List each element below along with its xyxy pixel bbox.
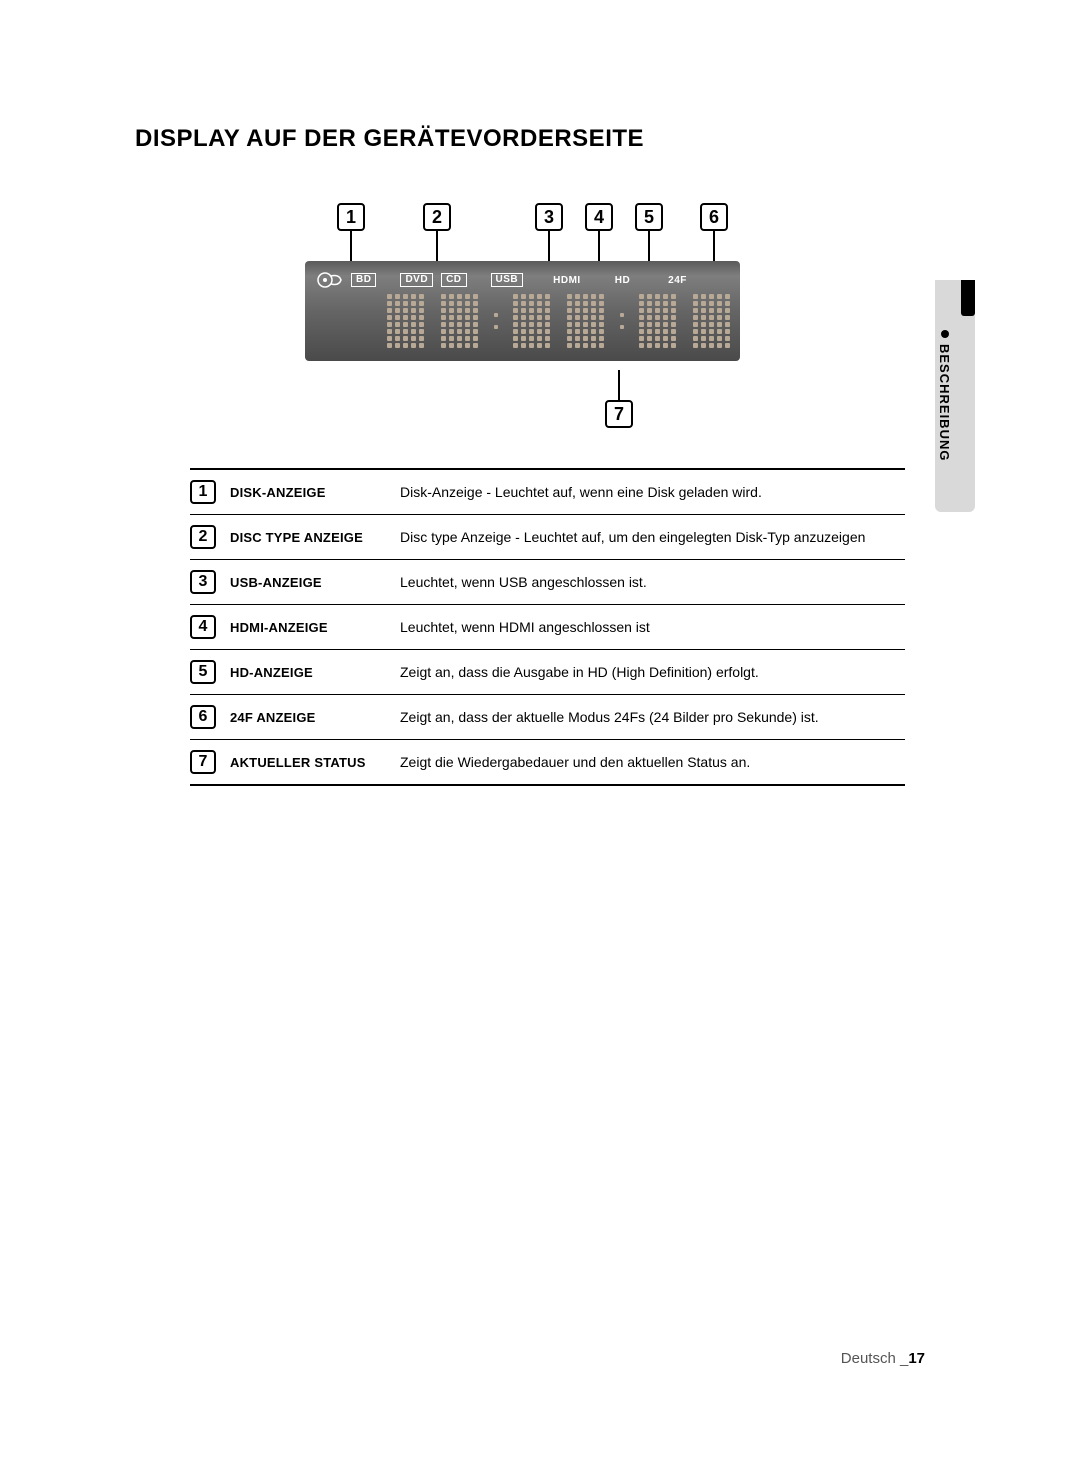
24f-label: 24F: [668, 275, 687, 286]
front-display-diagram: 1 2 345 6 BD DVD CD USB HDMI: [305, 203, 745, 428]
row-number: 4: [190, 615, 216, 639]
row-number: 3: [190, 570, 216, 594]
hd-label: HD: [615, 275, 630, 286]
table-row: 1 DISK-ANZEIGEDisk-Anzeige - Leuchtet auf…: [190, 470, 905, 515]
row-number: 7: [190, 750, 216, 774]
callout-5: 5: [635, 203, 663, 261]
page-title: DISPLAY AUF DER GERÄTEVORDERSEITE: [135, 125, 905, 153]
seven-segment-row: [385, 293, 733, 349]
row-description: Leuchtet, wenn USB angeschlossen ist.: [400, 574, 905, 590]
bd-label: BD: [351, 273, 376, 287]
row-label: DISC TYPE ANZEIGE: [230, 530, 400, 545]
callout-4: 4: [585, 203, 613, 261]
colon-icon: [619, 293, 625, 349]
bullet-icon: [941, 330, 949, 338]
table-row: 2 DISC TYPE ANZEIGEDisc type Anzeige - Le…: [190, 515, 905, 560]
dvd-label: DVD: [400, 273, 433, 287]
section-tab: BESCHREIBUNG: [931, 280, 975, 520]
row-description: Disc type Anzeige - Leuchtet auf, um den…: [400, 529, 905, 545]
row-label: USB-ANZEIGE: [230, 575, 400, 590]
footer-lang: Deutsch _: [841, 1350, 909, 1367]
row-description: Zeigt an, dass die Ausgabe in HD (High D…: [400, 664, 905, 680]
callout-1: 1: [337, 203, 365, 261]
row-label: DISK-ANZEIGE: [230, 485, 400, 500]
callout-number: 7: [605, 400, 633, 428]
usb-label: USB: [491, 273, 524, 287]
cd-label: CD: [441, 273, 466, 287]
table-row: 6 24F ANZEIGEZeigt an, dass der aktuelle …: [190, 695, 905, 740]
legend-table: 1 DISK-ANZEIGEDisk-Anzeige - Leuchtet auf…: [190, 468, 905, 786]
row-label: HD-ANZEIGE: [230, 665, 400, 680]
callout-number: 5: [635, 203, 663, 231]
digit-2: [439, 293, 481, 349]
row-number: 5: [190, 660, 216, 684]
digit-6: [691, 293, 733, 349]
section-tab-label: BESCHREIBUNG: [937, 344, 952, 461]
page-footer: Deutsch _17: [841, 1350, 925, 1367]
callout-number: 6: [700, 203, 728, 231]
display-panel: BD DVD CD USB HDMI HD 24F: [305, 261, 740, 361]
row-label: AKTUELLER STATUS: [230, 755, 400, 770]
callout-2: 2: [423, 203, 451, 261]
callout-number: 2: [423, 203, 451, 231]
row-number: 6: [190, 705, 216, 729]
callout-number: 3: [535, 203, 563, 231]
row-label: HDMI-ANZEIGE: [230, 620, 400, 635]
table-row: 4 HDMI-ANZEIGELeuchtet, wenn HDMI angesch…: [190, 605, 905, 650]
row-number: 2: [190, 525, 216, 549]
row-number: 1: [190, 480, 216, 504]
colon-icon: [493, 293, 499, 349]
disc-icon: [317, 270, 343, 290]
callout-7: 7: [605, 370, 633, 428]
digit-1: [385, 293, 427, 349]
row-description: Zeigt die Wiedergabedauer und den aktuel…: [400, 754, 905, 770]
row-description: Leuchtet, wenn HDMI angeschlossen ist: [400, 619, 905, 635]
row-label: 24F ANZEIGE: [230, 710, 400, 725]
digit-3: [511, 293, 553, 349]
callout-6: 6: [700, 203, 728, 261]
callout-3: 3: [535, 203, 563, 261]
table-row: 5 HD-ANZEIGEZeigt an, dass die Ausgabe in…: [190, 650, 905, 695]
footer-page-number: 17: [908, 1350, 925, 1367]
row-description: Disk-Anzeige - Leuchtet auf, wenn eine D…: [400, 484, 905, 500]
table-row: 7 AKTUELLER STATUSZeigt die Wiedergabedau…: [190, 740, 905, 786]
callout-number: 1: [337, 203, 365, 231]
digit-5: [637, 293, 679, 349]
table-row: 3 USB-ANZEIGELeuchtet, wenn USB angeschlo…: [190, 560, 905, 605]
digit-4: [565, 293, 607, 349]
hdmi-label: HDMI: [553, 275, 581, 286]
callout-number: 4: [585, 203, 613, 231]
row-description: Zeigt an, dass der aktuelle Modus 24Fs (…: [400, 709, 905, 725]
